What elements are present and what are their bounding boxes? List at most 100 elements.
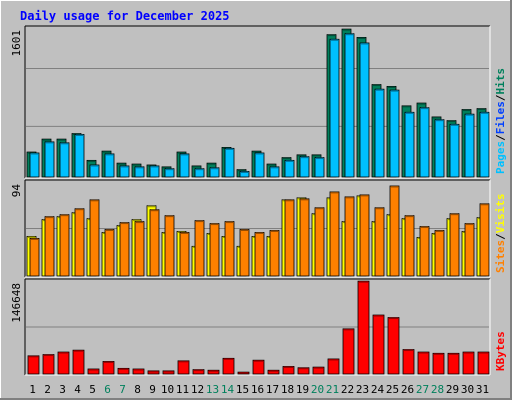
bar-top-shade <box>46 216 53 219</box>
legend-sep: / <box>494 134 507 141</box>
bar-kbytes <box>72 349 85 375</box>
bar-pages <box>74 134 85 178</box>
y-tick-label: 94 <box>10 184 23 198</box>
bar-top-shade <box>133 164 140 166</box>
bar-top-shade <box>406 215 413 218</box>
bar-top-shade <box>181 153 188 156</box>
x-tick-label: 18 <box>281 383 294 396</box>
x-tick-label: 3 <box>59 383 66 396</box>
y-tick-label: 1601 <box>10 30 23 57</box>
bar-top-shade <box>436 230 443 232</box>
legend: Sites/Visits <box>494 194 507 274</box>
x-tick-label: 25 <box>386 383 399 396</box>
bar-top-shade <box>121 165 128 168</box>
bar-top-shade <box>283 157 290 160</box>
bar-top-shade <box>209 370 218 372</box>
x-tick-label: 2 <box>44 383 51 396</box>
bar-top-shade <box>284 366 293 368</box>
bar-pages <box>479 111 490 178</box>
bar-top-shade <box>211 223 218 226</box>
bar-top-shade <box>466 223 473 226</box>
bar-pages <box>224 147 235 178</box>
x-tick-label: 12 <box>191 383 204 396</box>
x-tick-label: 28 <box>431 383 444 396</box>
bar-top-shade <box>391 185 398 188</box>
bar-sites <box>314 207 325 277</box>
bar-sites <box>359 194 370 277</box>
bar-kbytes <box>27 355 40 375</box>
bar-pages <box>434 119 445 178</box>
x-tick-label: 9 <box>149 383 156 396</box>
bar-sites <box>254 232 265 277</box>
bar-top-shade <box>59 352 68 354</box>
bar-pages <box>299 156 310 178</box>
bar-kbytes <box>417 351 430 375</box>
bar-sites <box>179 232 190 277</box>
bar-top-shade <box>358 37 365 39</box>
x-tick-label: 24 <box>371 383 385 396</box>
bar-pages <box>29 152 40 178</box>
bar-top-shade <box>346 196 353 199</box>
x-tick-label: 7 <box>119 383 126 396</box>
bar-top-shade <box>88 160 95 162</box>
bar-top-shade <box>224 358 233 360</box>
bar-top-shade <box>421 107 428 110</box>
bar-sites <box>59 214 70 277</box>
bar-kbytes <box>387 317 400 375</box>
bar-sites <box>299 198 310 277</box>
bar-top-shade <box>134 368 143 371</box>
bar-top-shade <box>106 153 113 156</box>
bar-top-shade <box>58 139 65 141</box>
bar-top-shade <box>121 222 128 225</box>
bar-kbytes <box>177 360 190 375</box>
bar-top-shade <box>256 152 263 155</box>
bar-top-shade <box>29 355 38 358</box>
bar-top-shade <box>286 199 293 202</box>
bar-top-shade <box>373 84 380 87</box>
bar-pages <box>104 153 115 178</box>
legend-pages: Pages <box>494 141 507 174</box>
legend-files: Files <box>494 101 507 134</box>
bar-top-shade <box>31 238 38 240</box>
bar-pages <box>359 42 370 178</box>
bar-pages <box>179 153 190 178</box>
x-tick-label: 29 <box>446 383 459 396</box>
bar-top-shade <box>343 29 350 31</box>
bar-top-shade <box>151 165 158 168</box>
bar-top-shade <box>179 360 188 363</box>
bar-sites <box>224 221 235 277</box>
bar-kbytes <box>57 351 70 375</box>
x-tick-label: 30 <box>461 383 474 396</box>
x-tick-label: 4 <box>74 383 81 396</box>
bar-top-shade <box>196 168 203 171</box>
bar-top-shade <box>463 109 470 112</box>
bar-top-shade <box>28 236 35 238</box>
bar-pages <box>149 165 160 178</box>
bar-top-shade <box>44 354 53 357</box>
bar-sites <box>344 196 355 277</box>
panel-kbytes: 146648 KBytes <box>10 278 507 376</box>
bar-sites <box>119 222 130 277</box>
bar-pages <box>344 33 355 178</box>
bar-top-shade <box>241 171 248 173</box>
bar-pages <box>44 141 55 178</box>
bar-pages <box>464 113 475 178</box>
bar-kbytes <box>222 357 235 375</box>
bar-kbytes <box>477 351 490 375</box>
bar-top-shade <box>271 166 278 169</box>
bar-top-shade <box>404 349 413 352</box>
bar-top-shade <box>331 191 338 194</box>
bar-top-shade <box>103 151 110 153</box>
x-tick-label: 6 <box>104 383 111 396</box>
bar-top-shade <box>91 199 98 202</box>
legend-sep: / <box>494 94 507 101</box>
x-axis-labels: 1 2 3 4 5 6 7 8 9 10 11 12 13 14 15 16 17 18 19 20 21 22 23 24 2… <box>29 383 489 396</box>
bar-pages <box>134 166 145 178</box>
bar-top-shade <box>389 317 398 320</box>
bar-pages <box>284 159 295 178</box>
bar-pages <box>269 166 280 178</box>
x-tick-label: 23 <box>356 383 369 396</box>
bar-top-shade <box>449 353 458 355</box>
bar-top-shade <box>479 352 488 354</box>
bar-top-shade <box>301 198 308 201</box>
